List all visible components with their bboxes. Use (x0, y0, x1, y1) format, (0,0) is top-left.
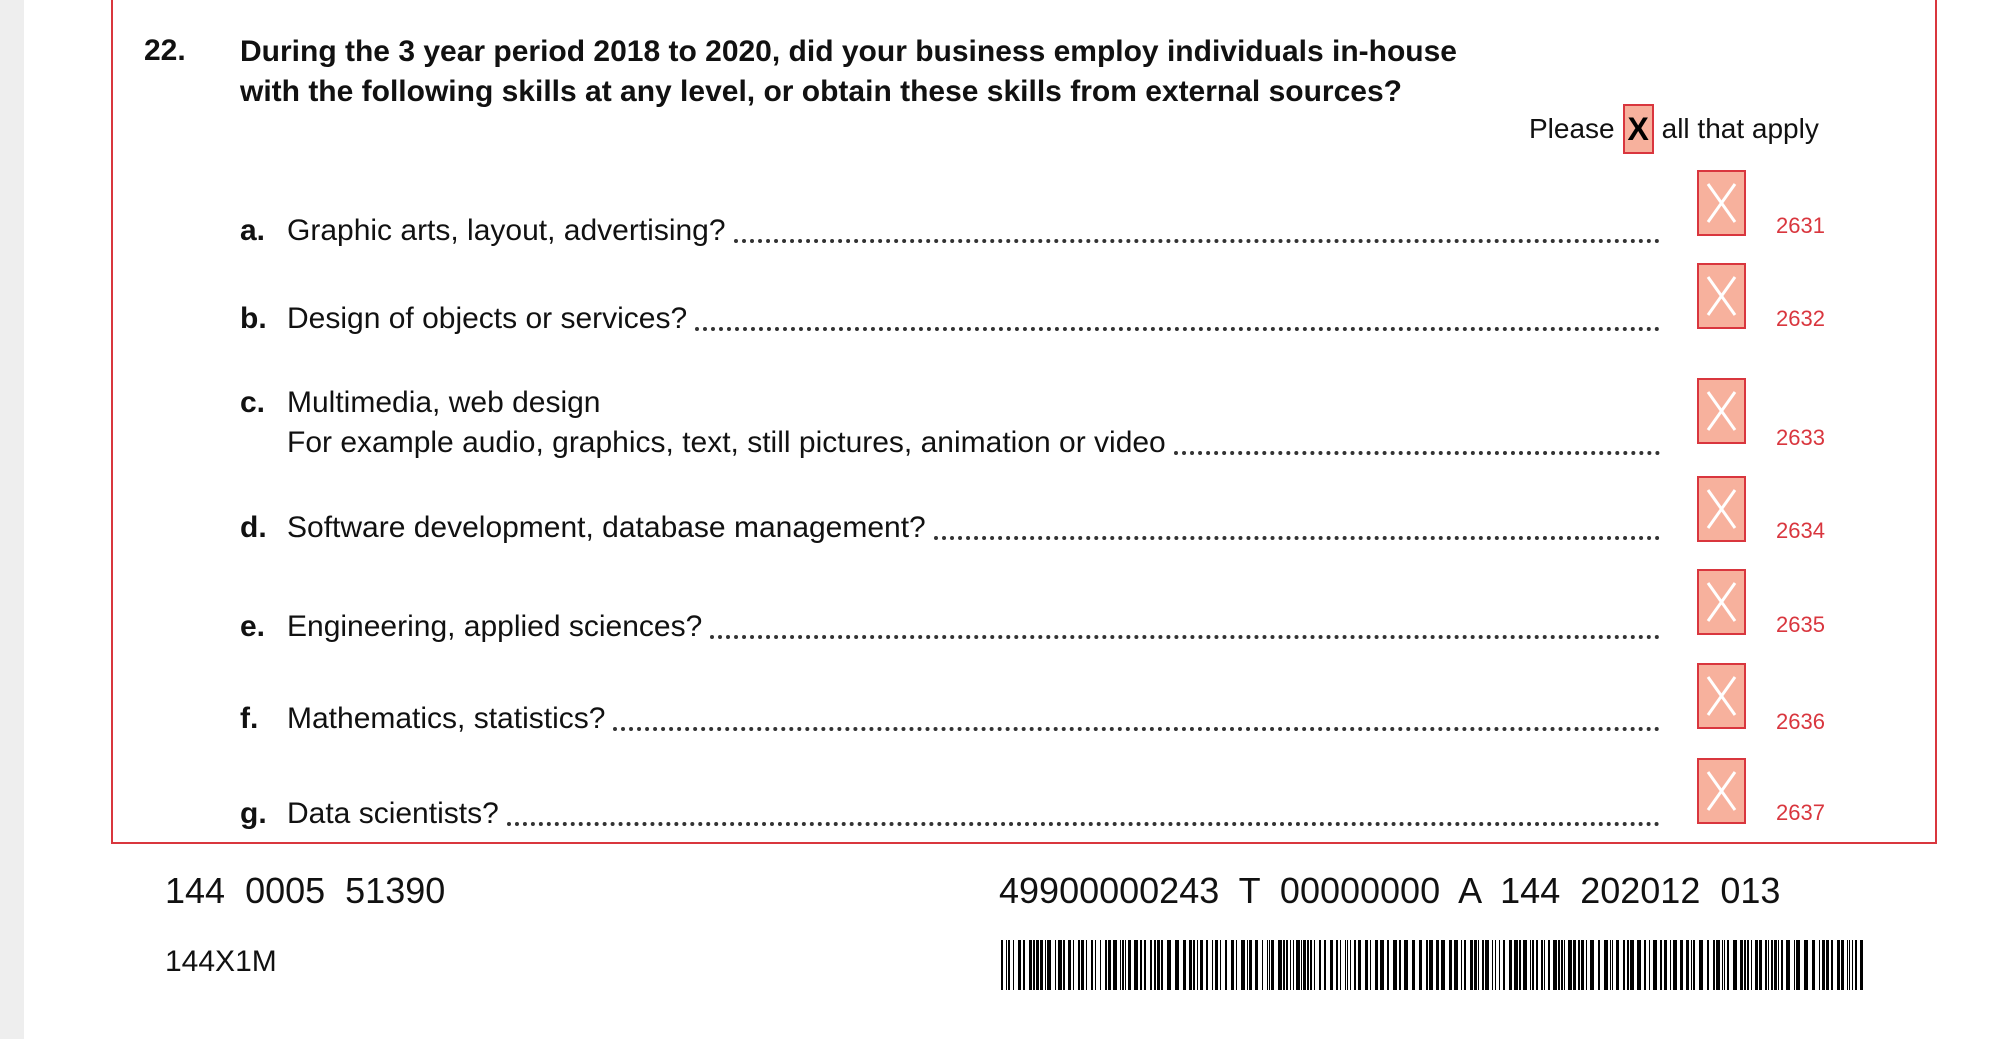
dot-leader (933, 536, 1660, 540)
item-code: 2633 (1776, 425, 1825, 450)
item-label: Engineering, applied sciences? (287, 610, 703, 643)
form-page: 22. During the 3 year period 2018 to 202… (24, 0, 1997, 1039)
checkbox-2636[interactable] (1697, 663, 1746, 729)
checkbox-2635[interactable] (1697, 569, 1746, 635)
checkbox-2632[interactable] (1697, 263, 1746, 329)
item-label: Software development, database managemen… (287, 511, 926, 544)
item-letter: a. (240, 214, 266, 247)
item-letter: c. (240, 386, 266, 419)
x-mark-icon (1706, 676, 1737, 716)
item-letter: g. (240, 797, 267, 830)
instruction-after: all that apply (1661, 113, 1819, 144)
item-label: Design of objects or services? (287, 302, 688, 335)
item-code: 2634 (1776, 518, 1825, 543)
item-f: f. Mathematics, statistics? (240, 699, 1660, 739)
item-label: Data scientists? (287, 797, 499, 830)
dot-leader (506, 822, 1660, 826)
question-text-line-2: with the following skills at any level, … (240, 75, 1402, 108)
x-mark-icon (1706, 183, 1737, 223)
dot-leader (710, 635, 1660, 639)
x-mark-icon (1706, 276, 1737, 316)
item-label: Mathematics, statistics? (287, 702, 606, 735)
dot-leader (695, 327, 1660, 331)
item-code: 2637 (1776, 800, 1825, 825)
item-e: e. Engineering, applied sciences? (240, 607, 1660, 647)
footer-barcode-number: 49900000243 T 00000000 A 144 202012 013 (999, 870, 1781, 911)
item-b: b. Design of objects or services? (240, 299, 1660, 339)
checkbox-2633[interactable] (1697, 378, 1746, 444)
dot-leader (1173, 451, 1660, 455)
question-text-line-1: During the 3 year period 2018 to 2020, d… (240, 35, 1457, 68)
item-c: c. Multimedia, web design For example au… (240, 383, 1660, 463)
item-label: Graphic arts, layout, advertising? (287, 214, 726, 247)
x-mark-icon (1706, 582, 1737, 622)
x-mark-icon (1706, 771, 1737, 811)
instruction-x-mark-icon: X (1622, 104, 1654, 154)
footer-reference-number: 144 0005 51390 (165, 870, 446, 911)
checkbox-2631[interactable] (1697, 170, 1746, 236)
question-text: During the 3 year period 2018 to 2020, d… (240, 32, 1640, 112)
item-code: 2632 (1776, 306, 1825, 331)
item-code: 2635 (1776, 612, 1825, 637)
item-letter: f. (240, 702, 259, 735)
item-letter: d. (240, 511, 267, 544)
item-label: Multimedia, web design (287, 386, 601, 419)
footer-form-code: 144X1M (165, 945, 277, 978)
x-mark-icon (1706, 391, 1737, 431)
barcode-icon (1001, 940, 1863, 990)
checkbox-2637[interactable] (1697, 758, 1746, 824)
dot-leader (613, 727, 1660, 731)
item-letter: b. (240, 302, 267, 335)
x-mark-icon (1706, 489, 1737, 529)
item-d: d. Software development, database manage… (240, 508, 1660, 548)
checkbox-2634[interactable] (1697, 476, 1746, 542)
question-frame (111, 0, 1937, 844)
item-code: 2636 (1776, 709, 1825, 734)
item-code: 2631 (1776, 213, 1825, 238)
question-number: 22. (144, 34, 186, 67)
item-a: a. Graphic arts, layout, advertising? (240, 211, 1660, 251)
item-g: g. Data scientists? (240, 794, 1660, 834)
instruction: Please X all that apply (1529, 104, 1819, 154)
instruction-before: Please (1529, 113, 1615, 144)
item-label-2: For example audio, graphics, text, still… (287, 426, 1166, 459)
item-letter: e. (240, 610, 266, 643)
dot-leader (733, 239, 1660, 243)
